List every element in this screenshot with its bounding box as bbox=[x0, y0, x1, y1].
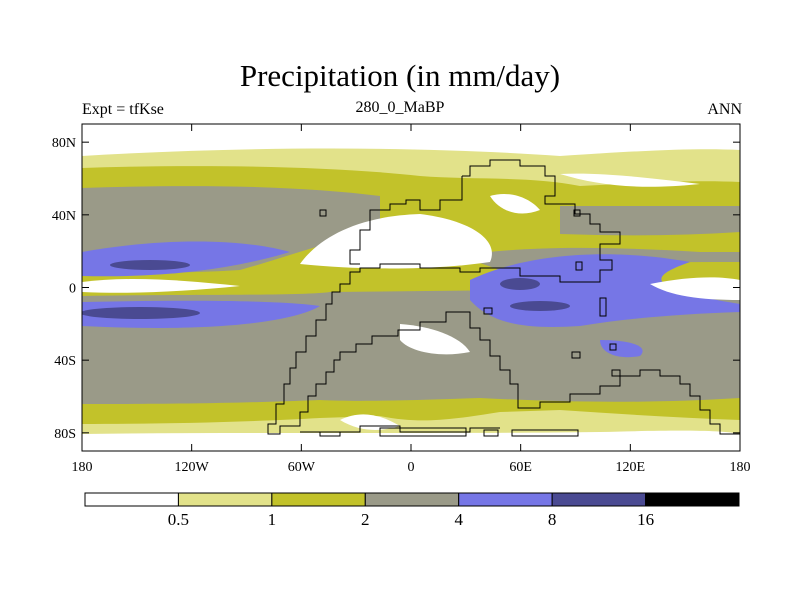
lon-tick-label: 60E bbox=[509, 460, 532, 475]
legend-swatch bbox=[177, 492, 273, 507]
longitude-axis: 180 120W 60W 0 60E 120E 180 bbox=[72, 124, 751, 475]
legend-swatch bbox=[84, 492, 179, 507]
contour-band-8-16 bbox=[82, 260, 570, 319]
lon-tick-label: 0 bbox=[408, 460, 415, 475]
legend-swatch bbox=[364, 492, 460, 507]
legend-label: 0.5 bbox=[168, 510, 189, 529]
legend-label: 8 bbox=[548, 510, 557, 529]
lat-tick-label: 40S bbox=[54, 354, 76, 369]
lon-tick-label: 180 bbox=[730, 460, 751, 475]
legend-label: 4 bbox=[454, 510, 463, 529]
lon-tick-label: 180 bbox=[72, 460, 93, 475]
legend-swatch bbox=[645, 492, 740, 507]
legend-swatch bbox=[551, 492, 647, 507]
lat-tick-label: 80N bbox=[52, 136, 76, 151]
lat-tick-label: 80S bbox=[54, 427, 76, 442]
legend-swatch bbox=[458, 492, 553, 507]
period-label: 280_0_MaBP bbox=[355, 99, 445, 116]
lon-tick-label: 120W bbox=[175, 460, 210, 475]
legend-label: 2 bbox=[361, 510, 370, 529]
experiment-label: Expt = tfKse bbox=[82, 101, 164, 118]
lon-tick-label: 120E bbox=[616, 460, 646, 475]
lon-tick-label: 60W bbox=[288, 460, 316, 475]
latitude-axis: 80N 40N 0 40S 80S bbox=[52, 136, 740, 442]
lat-tick-label: 0 bbox=[69, 282, 76, 297]
lat-tick-label: 40N bbox=[52, 209, 76, 224]
legend-swatch bbox=[271, 492, 366, 507]
season-label: ANN bbox=[707, 101, 742, 118]
legend-label: 1 bbox=[268, 510, 277, 529]
contour-fields bbox=[82, 124, 740, 451]
map-title: Precipitation (in mm/day) bbox=[239, 58, 561, 93]
legend-label: 16 bbox=[637, 510, 654, 529]
color-legend: 0.5 1 2 4 8 16 bbox=[84, 492, 740, 529]
continent-outlines bbox=[267, 159, 740, 437]
